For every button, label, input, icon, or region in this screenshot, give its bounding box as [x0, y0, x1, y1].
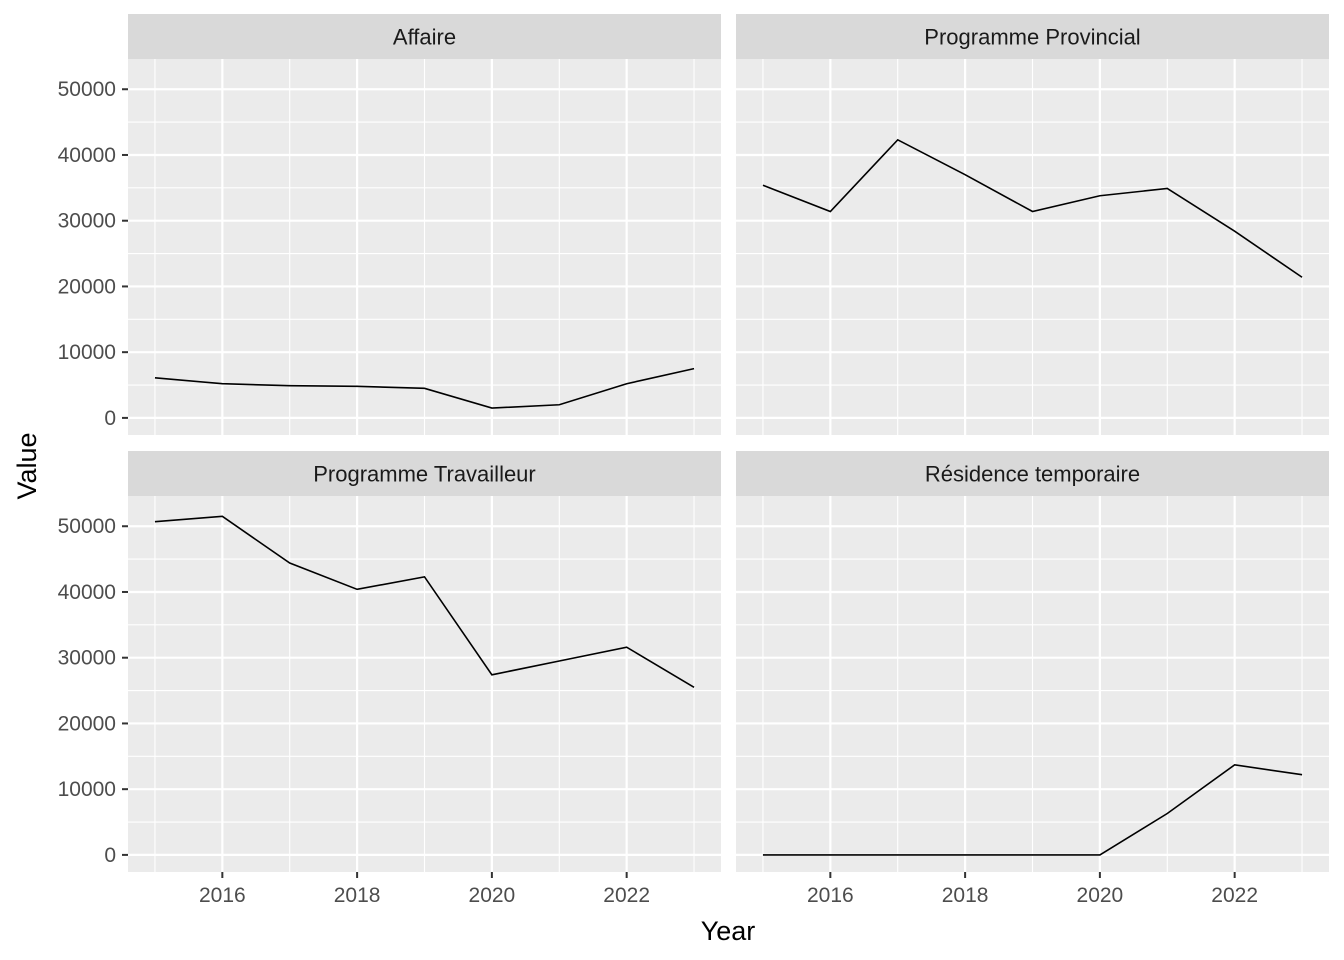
facet-title: Programme Provincial: [924, 25, 1140, 50]
x-tick-label: 2022: [1211, 884, 1258, 907]
y-tick-label: 50000: [58, 78, 116, 101]
y-tick-label: 50000: [58, 515, 116, 538]
facet-panel: Programme Travailleur 0 10000 20000 30000 400…: [58, 451, 721, 907]
x-tick-label: 2022: [603, 884, 650, 907]
series-line: [762, 138, 1303, 278]
x-tick-label: 2020: [1077, 884, 1124, 907]
facet-strip: [736, 451, 1329, 496]
facet-strip: [128, 14, 721, 59]
y-tick-label: 10000: [58, 778, 116, 801]
facet-title: Résidence temporaire: [925, 462, 1140, 487]
y-tick-label: 20000: [58, 712, 116, 735]
facet-panel: Affaire 0 10000 20000 30000 40000 50000: [58, 14, 721, 435]
series-line: [154, 367, 695, 409]
y-tick-label: 0: [104, 844, 116, 867]
series-line: [154, 515, 695, 688]
facet-strip: [736, 14, 1329, 59]
y-axis-title: Value: [12, 432, 42, 499]
x-tick-label: 2016: [199, 884, 246, 907]
facet-panel: Résidence temporaire 2016 2018 2020 2022: [736, 451, 1329, 907]
y-tick-label: 40000: [58, 144, 116, 167]
y-tick-label: 10000: [58, 341, 116, 364]
x-tick-label: 2018: [334, 884, 381, 907]
x-tick-label: 2016: [807, 884, 854, 907]
y-tick-label: 0: [104, 407, 116, 430]
y-tick-label: 20000: [58, 275, 116, 298]
x-tick-label: 2018: [942, 884, 989, 907]
facet-title: Programme Travailleur: [313, 462, 536, 487]
x-axis-title: Year: [701, 916, 756, 946]
y-tick-label: 40000: [58, 581, 116, 604]
y-tick-label: 30000: [58, 647, 116, 670]
x-tick-label: 2020: [469, 884, 516, 907]
y-tick-label: 30000: [58, 210, 116, 233]
panels-layer: Affaire01000020000300004000050000Program…: [58, 14, 1329, 907]
series-line: [762, 764, 1303, 856]
facet-title: Affaire: [393, 25, 456, 50]
facet-panel: Programme Provincial: [736, 14, 1329, 435]
facet-strip: [128, 451, 721, 496]
